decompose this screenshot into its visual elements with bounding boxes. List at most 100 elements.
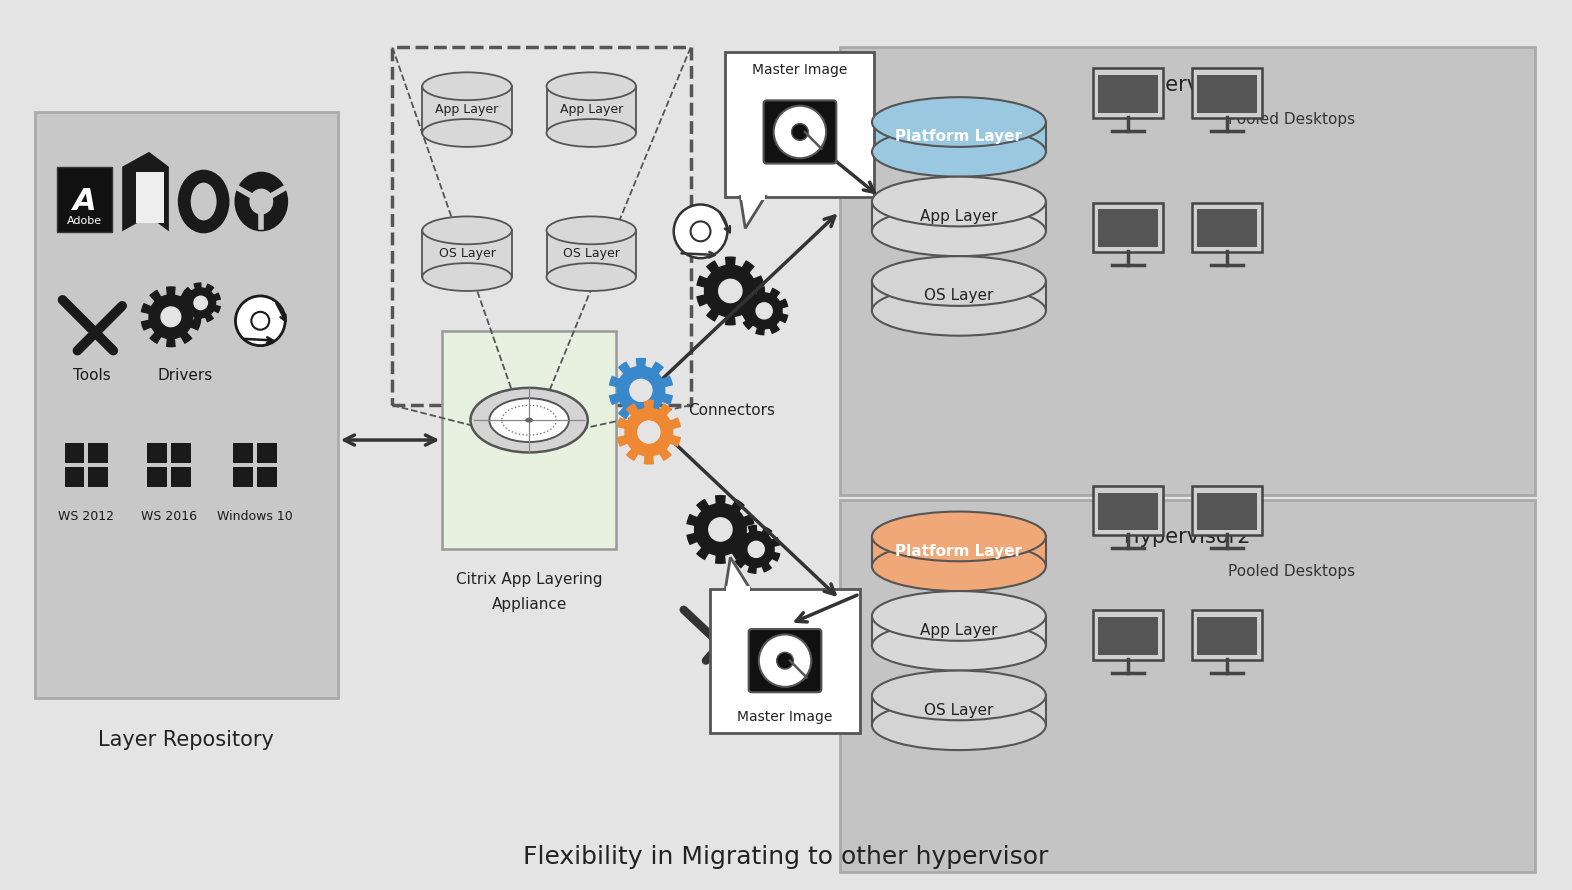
Text: Tools: Tools	[74, 368, 112, 383]
Bar	[88, 443, 108, 463]
Ellipse shape	[470, 388, 588, 452]
Ellipse shape	[709, 518, 733, 541]
Text: App Layer: App Layer	[435, 103, 498, 116]
FancyBboxPatch shape	[1193, 203, 1262, 252]
Ellipse shape	[748, 541, 764, 557]
Ellipse shape	[423, 216, 512, 244]
Polygon shape	[687, 496, 753, 563]
Bar	[171, 467, 190, 487]
Text: OS Layer: OS Layer	[924, 288, 994, 303]
Ellipse shape	[792, 124, 808, 141]
Bar	[872, 695, 1045, 725]
FancyBboxPatch shape	[57, 166, 112, 232]
Ellipse shape	[630, 380, 652, 401]
Bar	[1198, 76, 1258, 113]
Text: Citrix App Layering: Citrix App Layering	[456, 571, 602, 587]
FancyBboxPatch shape	[1193, 610, 1262, 659]
Bar	[64, 467, 85, 487]
Ellipse shape	[759, 635, 811, 687]
Ellipse shape	[872, 206, 1045, 256]
Bar	[872, 537, 1045, 566]
Bar	[1097, 493, 1157, 530]
Bar	[88, 467, 108, 487]
Bar	[547, 231, 637, 277]
FancyBboxPatch shape	[442, 331, 616, 549]
FancyBboxPatch shape	[1093, 610, 1163, 659]
Ellipse shape	[547, 72, 637, 101]
Ellipse shape	[501, 405, 556, 435]
Text: Flexibility in Migrating to other hypervisor: Flexibility in Migrating to other hyperv…	[523, 846, 1049, 870]
Ellipse shape	[718, 279, 742, 303]
Ellipse shape	[638, 421, 660, 443]
Polygon shape	[733, 525, 780, 573]
Ellipse shape	[872, 670, 1045, 720]
Ellipse shape	[252, 312, 269, 329]
Ellipse shape	[756, 303, 772, 319]
Polygon shape	[740, 197, 766, 229]
Text: Adobe: Adobe	[68, 216, 102, 226]
Ellipse shape	[872, 621, 1045, 670]
Ellipse shape	[872, 256, 1045, 306]
Text: App Layer: App Layer	[920, 623, 998, 638]
Bar	[1198, 493, 1258, 530]
Bar	[234, 443, 253, 463]
Bar	[64, 443, 85, 463]
Bar	[258, 443, 277, 463]
Ellipse shape	[489, 399, 569, 442]
Polygon shape	[610, 359, 673, 422]
Bar	[872, 122, 1045, 152]
Bar	[234, 467, 253, 487]
Bar	[547, 86, 637, 133]
Text: Pooled Desktops: Pooled Desktops	[1228, 563, 1355, 578]
Ellipse shape	[872, 541, 1045, 591]
Text: WS 2016: WS 2016	[141, 510, 196, 523]
Bar	[258, 467, 277, 487]
Ellipse shape	[423, 119, 512, 147]
FancyBboxPatch shape	[839, 499, 1536, 872]
FancyBboxPatch shape	[1093, 203, 1163, 252]
Polygon shape	[181, 283, 220, 323]
FancyBboxPatch shape	[1093, 486, 1163, 536]
Bar	[423, 231, 512, 277]
Ellipse shape	[777, 652, 794, 669]
Ellipse shape	[160, 307, 181, 327]
Text: A: A	[72, 187, 96, 216]
FancyBboxPatch shape	[1093, 69, 1163, 118]
FancyBboxPatch shape	[711, 589, 860, 733]
Bar	[872, 201, 1045, 231]
Ellipse shape	[423, 72, 512, 101]
Text: Master Image: Master Image	[737, 710, 833, 724]
Bar	[423, 86, 512, 133]
Text: WS 2012: WS 2012	[58, 510, 115, 523]
FancyBboxPatch shape	[137, 172, 163, 223]
FancyBboxPatch shape	[137, 172, 163, 223]
Bar	[148, 467, 167, 487]
Ellipse shape	[674, 205, 728, 258]
Ellipse shape	[547, 263, 637, 291]
Ellipse shape	[872, 512, 1045, 562]
Text: OS Layer: OS Layer	[563, 247, 619, 260]
Ellipse shape	[178, 170, 230, 233]
Ellipse shape	[690, 222, 711, 241]
Ellipse shape	[872, 97, 1045, 147]
Bar	[1198, 617, 1258, 655]
FancyBboxPatch shape	[839, 47, 1536, 495]
Ellipse shape	[236, 296, 285, 345]
Ellipse shape	[193, 296, 208, 310]
Polygon shape	[618, 400, 681, 464]
Ellipse shape	[872, 286, 1045, 336]
Bar	[872, 281, 1045, 311]
Text: Platform Layer: Platform Layer	[896, 544, 1022, 559]
Ellipse shape	[872, 591, 1045, 641]
Ellipse shape	[872, 700, 1045, 750]
Polygon shape	[123, 152, 168, 231]
FancyBboxPatch shape	[1193, 486, 1262, 536]
Ellipse shape	[773, 106, 827, 158]
Text: App Layer: App Layer	[920, 209, 998, 224]
Ellipse shape	[525, 417, 533, 423]
Bar	[872, 616, 1045, 646]
FancyBboxPatch shape	[1193, 69, 1262, 118]
Text: OS Layer: OS Layer	[924, 703, 994, 718]
Bar	[1097, 617, 1157, 655]
Ellipse shape	[872, 127, 1045, 177]
